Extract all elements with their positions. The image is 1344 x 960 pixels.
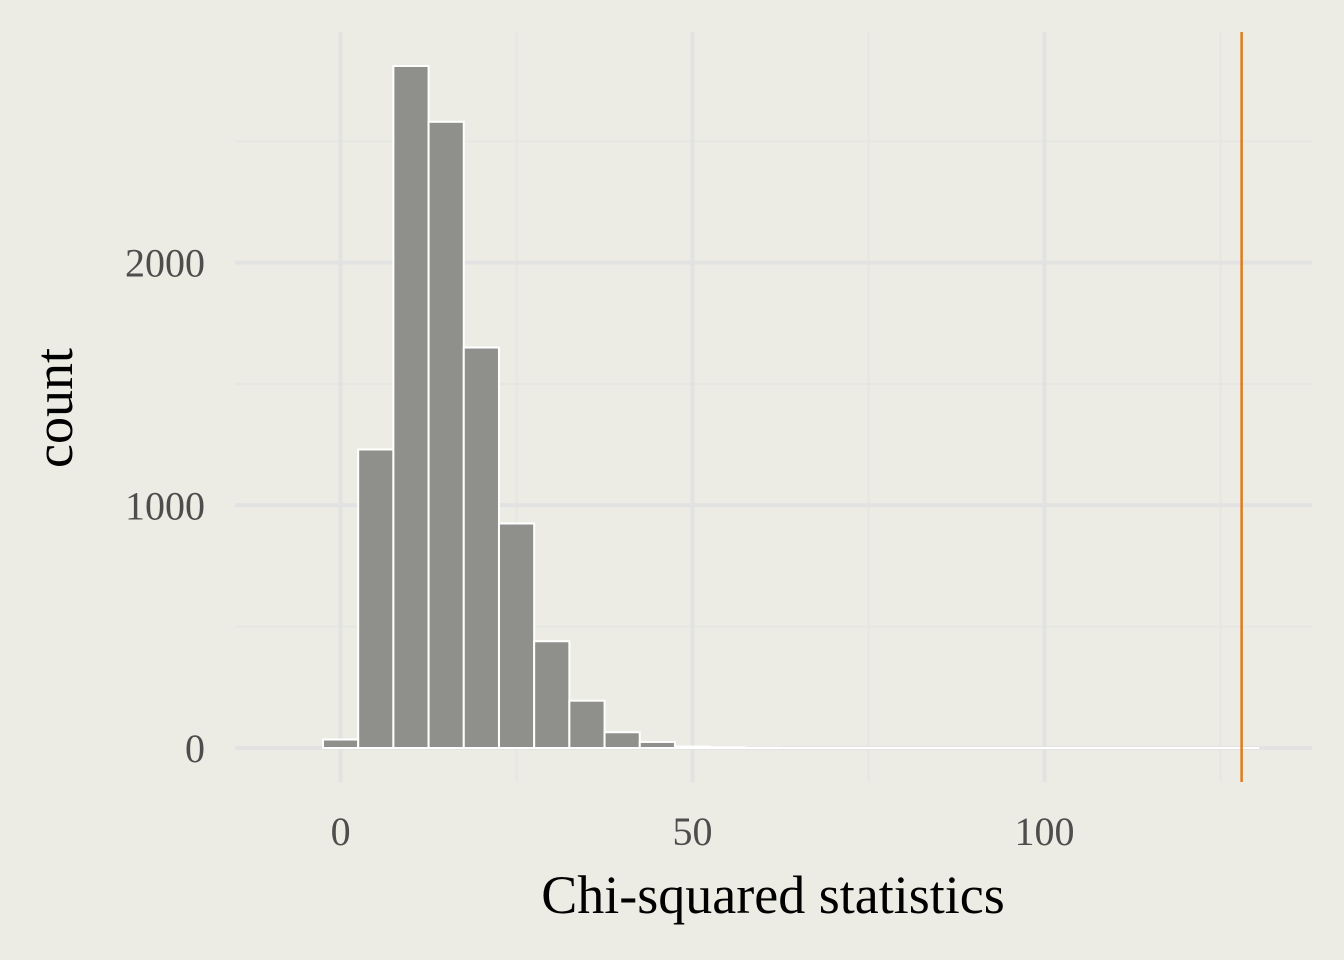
x-axis-title: Chi-squared statistics [541, 865, 1004, 925]
x-tick-label: 0 [331, 809, 351, 854]
histogram-bar [357, 448, 395, 750]
y-axis-title: count [24, 348, 84, 468]
x-axis-tick-labels: 0 50 100 [331, 809, 1075, 854]
histogram-bar [568, 699, 606, 750]
y-tick-label: 0 [185, 726, 205, 771]
histogram-bar [392, 64, 430, 750]
x-tick-label: 50 [673, 809, 713, 854]
histogram-bar [427, 120, 465, 750]
histogram-bars [321, 64, 782, 750]
histogram-bar [533, 640, 571, 750]
histogram-bar [673, 745, 712, 750]
histogram-bar [709, 746, 747, 750]
y-axis-tick-labels: 0 1000 2000 [125, 241, 205, 771]
histogram-bar [462, 346, 500, 750]
histogram-bar [321, 738, 360, 750]
histogram-bar [603, 731, 641, 750]
x-tick-label: 100 [1015, 809, 1075, 854]
y-tick-label: 1000 [125, 483, 205, 528]
histogram-bar [497, 522, 536, 750]
y-tick-label: 2000 [125, 241, 205, 286]
histogram-bar [638, 740, 676, 750]
